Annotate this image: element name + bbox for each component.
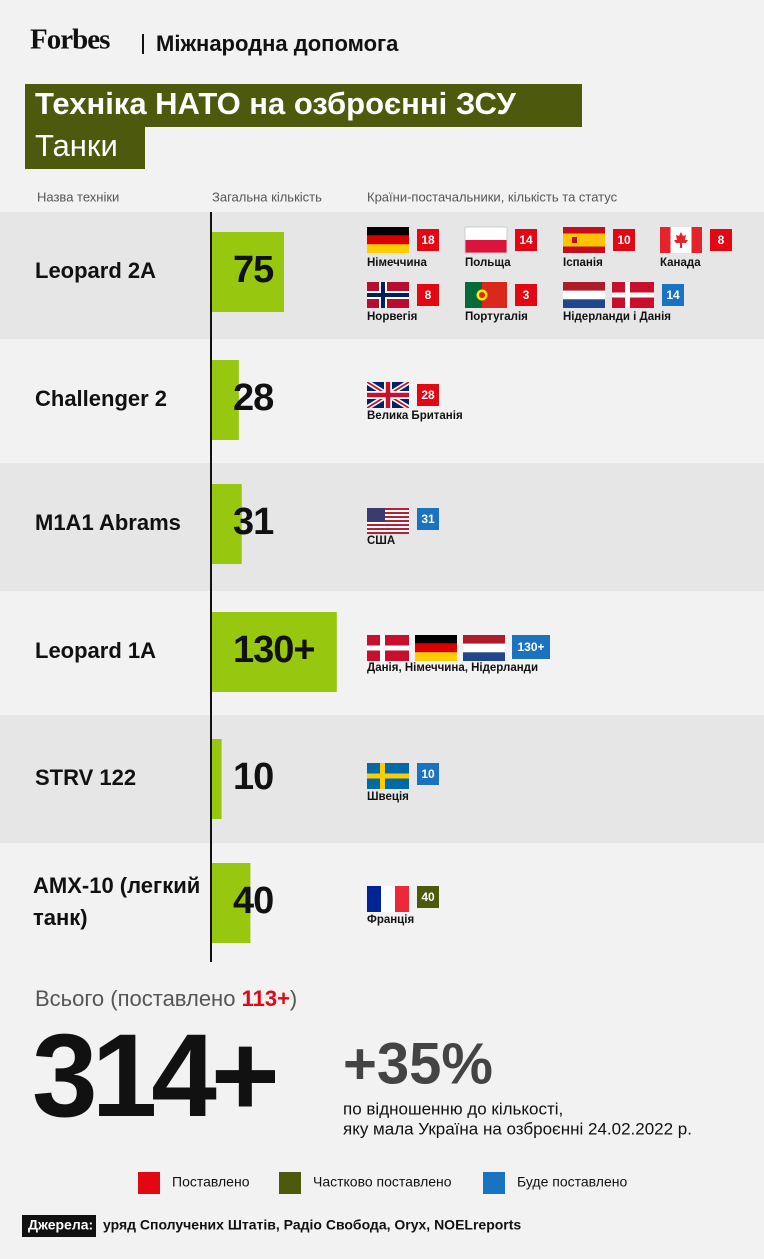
badge: [710, 229, 732, 251]
supplier: 8 Канада: [660, 227, 732, 269]
badge: [417, 284, 439, 306]
sources-text: уряд Сполучених Штатів, Радіо Свобода, O…: [103, 1217, 521, 1233]
supplier: 3 Португалія: [465, 282, 537, 323]
value-label: 31: [233, 501, 274, 543]
category-label: Leopard 2A: [35, 258, 156, 283]
country: Швеція: [367, 791, 409, 803]
bar: [212, 612, 337, 692]
change-note: по відношенню до кількості,: [343, 1099, 563, 1118]
supplier: 10 Швеція: [367, 763, 439, 803]
badge-label: 14: [519, 233, 533, 247]
badge: [512, 635, 550, 659]
badge: [515, 229, 537, 251]
change: +35%: [343, 1031, 493, 1096]
badge: [417, 763, 439, 785]
category-label: STRV 122: [35, 765, 136, 790]
badge-label: 130+: [517, 640, 544, 654]
supplier: 31 США: [367, 508, 439, 547]
legend-swatch: [138, 1172, 160, 1194]
supplier: 8 Норвегія: [367, 282, 439, 323]
column-header: Загальна кількість: [212, 189, 322, 204]
country: Іспанія: [563, 257, 603, 269]
badge-label: 31: [421, 512, 435, 526]
badge: [417, 886, 439, 908]
column-header: Країни-постачальники, кількість та стату…: [367, 189, 618, 204]
legend-label: Частково поставлено: [313, 1174, 452, 1190]
supplier: 10 Іспанія: [563, 227, 635, 269]
sources-box: [22, 1215, 96, 1237]
country: Франція: [367, 914, 414, 926]
legend-label: Буде поставлено: [517, 1174, 627, 1190]
badge-label: 3: [523, 288, 530, 302]
total-caption: Всього (поставлено 113+): [35, 986, 297, 1011]
country: Португалія: [465, 311, 528, 323]
delivered: 113+: [242, 986, 290, 1011]
sources-label: Джерела:: [28, 1217, 93, 1233]
country: Велика Британія: [367, 410, 463, 422]
supplier: 18 Німеччина: [367, 227, 439, 269]
badge: [662, 284, 684, 306]
bar: [212, 863, 251, 943]
bar: [212, 739, 222, 819]
badge-label: 28: [421, 388, 435, 402]
supplier: 40 Франція: [367, 886, 439, 926]
bar: [212, 484, 242, 564]
badge-label: 18: [421, 233, 435, 247]
value-label: 40: [233, 880, 273, 922]
country: Німеччина: [367, 257, 427, 269]
category-label: Challenger 2: [35, 386, 167, 411]
title-box: [25, 84, 582, 127]
caption-end: ): [290, 986, 297, 1011]
badge-label: 10: [617, 233, 631, 247]
category-label: M1A1 Abrams: [35, 510, 181, 535]
category-label-box: AMX-10 (легкий танк): [33, 873, 201, 930]
legend-label: Поставлено: [172, 1174, 250, 1190]
country: Нідерланди і Данія: [563, 311, 671, 323]
category-label: Leopard 1A: [35, 638, 156, 663]
badge-label: 8: [425, 288, 432, 302]
badge: [613, 229, 635, 251]
badge-label: 10: [421, 767, 435, 781]
subtitle-box: [25, 126, 145, 169]
supplier: 28 Велика Британія: [367, 382, 463, 422]
country: Польща: [465, 257, 511, 269]
total-value: 314+: [32, 1010, 276, 1142]
chart-subtitle: Танки: [35, 128, 118, 163]
country: США: [367, 535, 395, 547]
badge-label: 8: [718, 233, 725, 247]
value-label: 130+: [233, 629, 315, 671]
badge-label: 14: [666, 288, 680, 302]
brand: Forbes: [30, 24, 110, 56]
legend-swatch: [279, 1172, 301, 1194]
bar: [212, 360, 239, 440]
bar: [212, 232, 284, 312]
legend-swatch: [483, 1172, 505, 1194]
country: Данія, Німеччина, Нідерланди: [367, 662, 538, 674]
change-note: яку мала Україна на озброєнні 24.02.2022…: [343, 1119, 692, 1138]
chart-title: Техніка НАТО на озброєнні ЗСУ: [35, 86, 516, 121]
badge-label: 40: [421, 890, 435, 904]
value-label: 28: [233, 377, 273, 419]
country: Норвегія: [367, 311, 417, 323]
badge: [417, 508, 439, 530]
value-label: 10: [233, 756, 273, 798]
column-header: Назва техніки: [37, 189, 119, 204]
badge: [417, 384, 439, 406]
supplier: 14 Нідерланди і Данія: [563, 282, 684, 323]
supplier: 130+ Данія, Німеччина, Нідерланди: [367, 635, 550, 674]
supplier: 14 Польща: [464, 226, 537, 269]
country: Канада: [660, 257, 701, 269]
caption: Всього (поставлено: [35, 986, 235, 1011]
value-label: 75: [233, 249, 274, 291]
section: Міжнародна допомога: [156, 31, 399, 56]
badge: [417, 229, 439, 251]
category-label: AMX-10 (легкий танк): [33, 873, 201, 930]
badge: [515, 284, 537, 306]
